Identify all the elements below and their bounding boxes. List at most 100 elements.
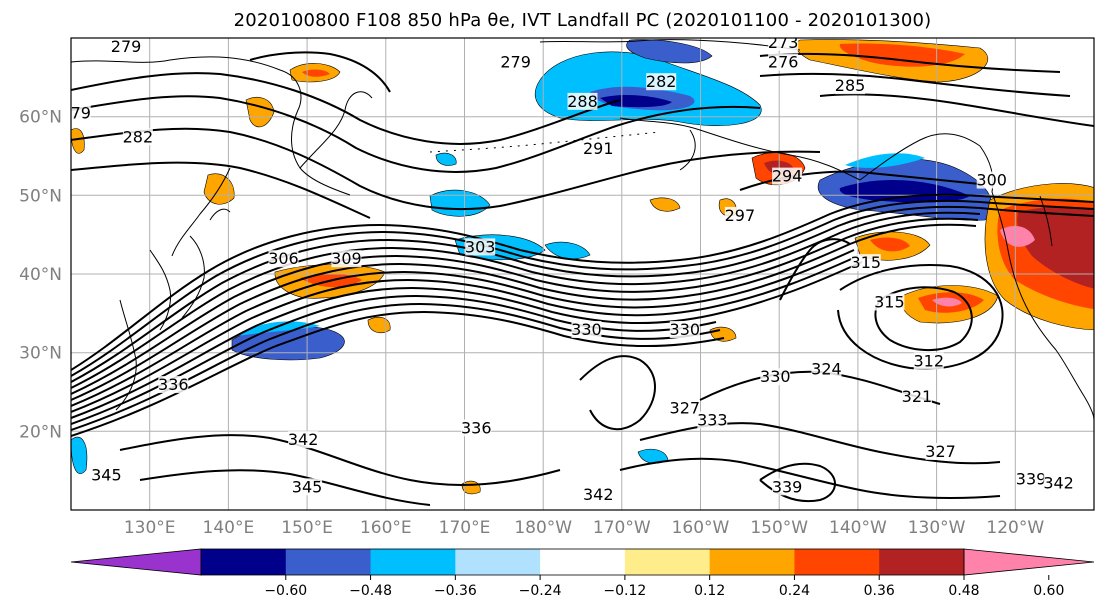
colorbar-tick-label: −0.36: [434, 583, 477, 599]
contour-label-bg: [901, 387, 932, 405]
lat-label-60: 60°N: [19, 108, 62, 128]
contour-label: 321: [902, 387, 933, 406]
contour-label: 291: [583, 139, 614, 158]
colorbar-outline: [200, 548, 965, 576]
contour-label: 330: [670, 320, 701, 339]
colorbar-segment: [370, 549, 456, 575]
contour-label: 315: [874, 292, 905, 311]
lon-label-120w: 120°W: [986, 518, 1044, 538]
theta-e-contours: [71, 51, 1094, 506]
contour-label-bg: [91, 466, 122, 484]
contour-label-bg: [925, 442, 956, 460]
anomaly-negative-bering-strong: [600, 95, 672, 108]
contour-label-bg: [669, 399, 700, 417]
contour-label: 282: [646, 72, 677, 91]
anomaly-shading: [71, 39, 1094, 495]
contour-label-bg: [976, 171, 1007, 189]
lat-label-30: 30°N: [19, 344, 62, 364]
anomaly-positive-spot-f: [71, 128, 85, 154]
contour-label-bg: [772, 478, 803, 496]
lon-label-130e: 130°E: [124, 518, 176, 538]
contour-label: 288: [567, 92, 598, 111]
colorbar-segment: [455, 549, 541, 575]
colorbar-tick-label: −0.60: [264, 583, 307, 599]
colorbar-segment: [879, 549, 965, 575]
anomaly-positive-east-alaska-core: [839, 43, 965, 67]
colorbar-segment: [624, 549, 711, 575]
contour-label-bg: [122, 128, 153, 146]
colorbar-tick-label: −0.24: [519, 583, 562, 599]
contour-label: 282: [123, 127, 154, 146]
contour-label-bg: [268, 250, 299, 268]
contour-label-bg: [1016, 470, 1047, 488]
lat-label-50: 50°N: [19, 186, 62, 206]
contour-label-bg: [583, 140, 614, 158]
anomaly-negative-patch-3: [544, 241, 591, 260]
contour-label-bg: [571, 321, 602, 338]
contour-label: 276: [768, 53, 799, 72]
colorbar-tick-label: 0.60: [1033, 583, 1064, 599]
colorbar-tick-label: −0.48: [349, 583, 392, 599]
anomaly-positive-pnw-pink: [1000, 225, 1035, 247]
contour-label-bg: [461, 419, 492, 437]
contour-label-bg: [760, 368, 791, 386]
contour-label: 342: [288, 430, 319, 449]
colorbar-tick-label: 0.36: [864, 583, 895, 599]
contour-label-bg: [768, 38, 799, 51]
contour-label: 339: [772, 477, 803, 496]
lon-label-150w: 150°W: [750, 518, 808, 538]
plot-frame: [70, 37, 1095, 511]
contour-label: 345: [292, 477, 323, 496]
lon-label-170e: 170°E: [439, 518, 491, 538]
colorbar: −0.60 −0.48 −0.36 −0.24 −0.12 0.12 0.24 0.36 0.4…: [70, 548, 1095, 599]
lon-label-170w: 170°W: [593, 518, 651, 538]
contour-label: 342: [583, 485, 614, 504]
colorbar-tick-label: 0.24: [779, 583, 810, 599]
anomaly-positive-sub-pacific-core: [870, 237, 910, 252]
anomaly-positive-california-offshore-pink: [932, 297, 962, 307]
contour-label-bg: [465, 238, 496, 256]
contour-label: 300: [976, 171, 1007, 190]
lat-label-40: 40°N: [19, 265, 62, 285]
colorbar-segment: [709, 549, 795, 575]
lat-label-20: 20°N: [19, 422, 62, 442]
contour-label: 279: [500, 53, 531, 72]
contour-label: 327: [670, 399, 701, 418]
colorbar-segment: [540, 549, 626, 575]
latitude-labels: 20°N 30°N 40°N 50°N 60°N: [19, 108, 62, 443]
anomaly-positive-pnw-darkred: [1017, 206, 1094, 289]
contour-label: 327: [925, 442, 956, 461]
contour-label: 345: [91, 466, 122, 485]
contour-label-bg: [850, 254, 881, 272]
lon-label-180w: 180°W: [514, 518, 572, 538]
contour-label-bg: [874, 293, 905, 311]
contour-label: 309: [331, 249, 362, 268]
anomaly-negative-patch-1: [429, 189, 491, 217]
contour-label: 279: [111, 37, 142, 56]
contour-label: 306: [268, 249, 299, 268]
contour-label-bg: [567, 92, 598, 110]
contour-label-bg: [583, 486, 614, 504]
colorbar-extend-min: [70, 548, 202, 576]
contour-label-bg: [158, 376, 189, 394]
longitude-labels: 130°E 140°E 150°E 160°E 170°E 180°W 170°…: [124, 518, 1045, 538]
anomaly-negative-gulf-alaska-core: [839, 180, 970, 203]
anomaly-negative-west-pacific-light: [236, 321, 320, 336]
contour-label: 324: [811, 359, 842, 378]
contour-label: 333: [697, 410, 728, 429]
contour-label: 330: [571, 320, 602, 339]
coastlines: [71, 39, 1094, 421]
contour-label-bg: [835, 77, 866, 95]
contour-label: 330: [760, 367, 791, 386]
lon-label-160e: 160°E: [360, 518, 412, 538]
contour-label: 294: [772, 167, 803, 186]
contour-label: 336: [461, 418, 492, 437]
colorbar-segment: [285, 549, 372, 575]
contour-label: 339: [1016, 469, 1047, 488]
contour-label-bg: [768, 53, 799, 71]
contour-label: 297: [725, 206, 756, 225]
contour-label-bg: [724, 206, 755, 224]
anomaly-negative-patch-6: [71, 436, 88, 475]
